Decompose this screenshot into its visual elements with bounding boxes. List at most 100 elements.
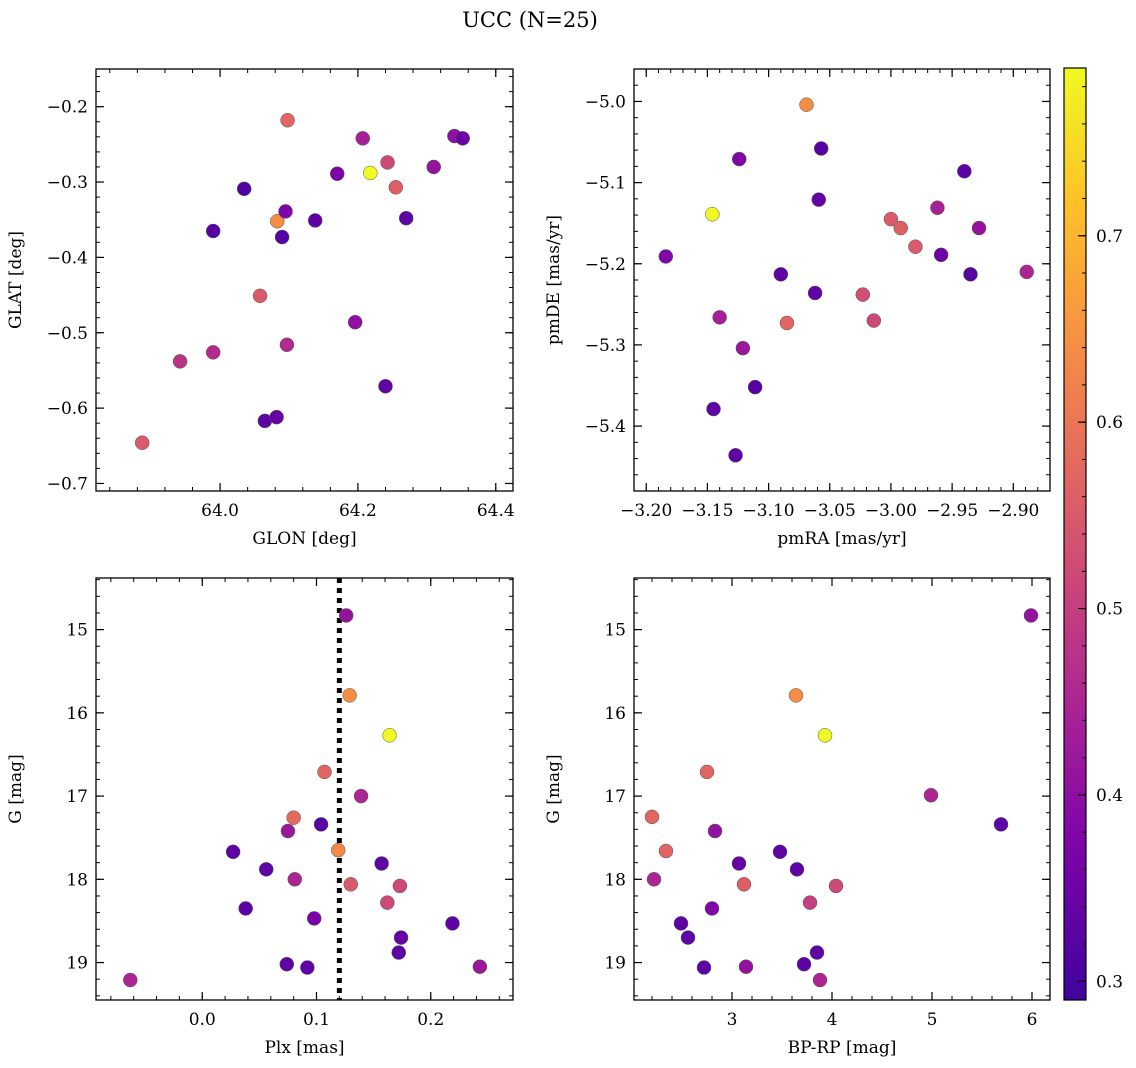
plot-frame (633, 577, 1051, 1001)
scatter-point (696, 960, 712, 975)
scatter-point (646, 872, 662, 887)
y-tick-label: −0.2 (47, 98, 88, 118)
x-tick-label: −3.20 (620, 501, 672, 521)
scatter-point (205, 345, 221, 360)
scatter-point (388, 180, 404, 195)
scatter-point (374, 856, 389, 871)
scatter-point (313, 817, 329, 832)
y-tick-label: 18 (604, 870, 626, 890)
scatter-point (807, 285, 823, 301)
y-tick-label: −5.4 (585, 417, 626, 437)
scatter-point (817, 728, 833, 743)
scatter-point (813, 141, 829, 156)
scatter-point (779, 315, 795, 331)
colorbar-tick-label: 0.5 (1096, 600, 1123, 620)
y-tick-label: 15 (604, 621, 626, 641)
scatter-point (378, 379, 393, 394)
chart-panel-bottom-right: 3 4 5 6 15 16 17 18 19 BP-RP [mag] G [mag] (544, 577, 1051, 1058)
plot-frame (633, 68, 1051, 492)
scatter-point (704, 901, 720, 916)
scatter-point (658, 843, 674, 859)
scatter-point (923, 787, 939, 803)
y-tick-label: 16 (604, 704, 626, 724)
scatter-point (355, 131, 370, 146)
y-tick-label: −0.5 (47, 324, 88, 344)
scatter-point (270, 213, 285, 229)
y-tick-label: −0.6 (47, 399, 88, 419)
plot-frame (95, 68, 514, 492)
x-tick-label: 4 (827, 1010, 838, 1030)
scatter-point (812, 972, 828, 988)
y-tick-label: 18 (66, 870, 88, 890)
scatter-point (329, 166, 345, 181)
plot-frame (95, 577, 514, 1001)
scatter-point (225, 844, 241, 860)
scatter-point (802, 895, 818, 910)
scatter-point (707, 823, 723, 839)
scatter-point (971, 220, 987, 236)
y-tick-label: 15 (66, 621, 88, 641)
scatter-point (307, 213, 323, 228)
colorbar-tick-label: 0.3 (1096, 972, 1123, 992)
scatter-point (353, 788, 369, 804)
colorbar-tick-label: 0.7 (1096, 227, 1123, 247)
scatter-point (472, 959, 488, 974)
y-tick-label: 16 (66, 704, 88, 724)
scatter-point (728, 448, 743, 463)
figure-title: UCC (N=25) (462, 8, 598, 32)
scatter-point (269, 409, 284, 425)
scatter-point (893, 220, 908, 236)
y-axis-label: G [mag] (544, 754, 564, 823)
scatter-point (382, 728, 397, 743)
scatter-point (908, 239, 923, 254)
scatter-point (699, 764, 715, 780)
scatter-point (134, 435, 150, 451)
scatter-point (398, 210, 414, 226)
scatter-point (772, 844, 788, 860)
x-axis-label: Plx [mas] (264, 1038, 344, 1058)
scatter-point (363, 165, 378, 181)
scatter-point (866, 313, 882, 328)
colorbar-tick-label: 0.4 (1096, 786, 1123, 806)
scatter-point (280, 823, 296, 839)
scatter-point (731, 151, 747, 167)
scatter-point (644, 809, 660, 825)
scatter-point (338, 608, 354, 623)
y-tick-label: −0.4 (47, 248, 88, 268)
scatter-point (172, 354, 188, 369)
scatter-point (392, 878, 408, 894)
y-tick-label: 19 (66, 954, 88, 974)
scatter-point (735, 340, 751, 356)
scatter-point (393, 930, 409, 945)
chart-panel-top-left: 64.0 64.2 64.4 −0.2 −0.3 −0.4 −0.5 −0.6 −0.7 GLON… (6, 68, 515, 549)
scatter-point (712, 310, 727, 325)
scatter-point (705, 207, 720, 222)
scatter-point (317, 764, 332, 780)
x-tick-label: −3.05 (804, 501, 856, 521)
scatter-point (380, 155, 395, 170)
x-tick-label: −3.00 (865, 501, 917, 521)
x-tick-label: −2.90 (987, 501, 1039, 521)
scatter-point (658, 249, 674, 264)
scatter-point (279, 337, 295, 353)
y-axis-label: pmDE [mas/yr] (544, 215, 564, 345)
x-tick-label: 6 (1027, 1010, 1038, 1030)
scatter-point (773, 267, 789, 282)
x-tick-label: 0.1 (303, 1010, 330, 1030)
scatter-point (280, 112, 295, 128)
scatter-point (445, 916, 460, 931)
scatter-point (347, 314, 363, 330)
x-tick-label: 64.2 (339, 501, 377, 521)
scatter-point (252, 288, 268, 304)
scatter-point (811, 192, 827, 207)
y-tick-label: −5.3 (585, 336, 626, 356)
x-tick-label: −2.95 (926, 501, 978, 521)
scatter-point (343, 877, 359, 892)
scatter-point (287, 872, 303, 887)
x-tick-label: 0.2 (417, 1010, 444, 1030)
y-tick-label: −0.3 (47, 173, 88, 193)
scatter-point (963, 267, 978, 282)
chart-panel-bottom-left: 0.0 0.1 0.2 15 16 17 18 19 Plx [mas] G [mag] (6, 577, 514, 1058)
scatter-point (731, 856, 747, 871)
